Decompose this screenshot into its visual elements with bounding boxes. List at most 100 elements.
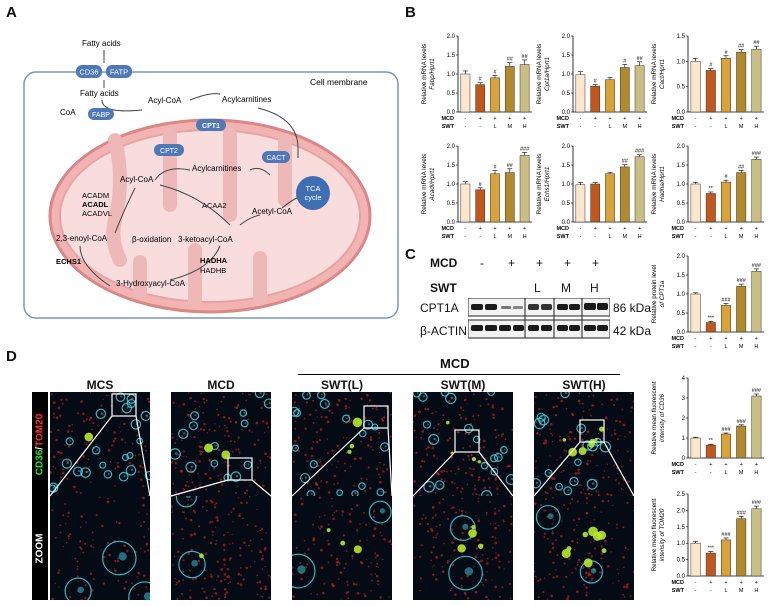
- tom20-signal: [367, 466, 370, 469]
- tom20-signal: [375, 556, 377, 559]
- tom20-signal: [494, 537, 497, 539]
- tom20-signal: [223, 595, 227, 598]
- tom20-signal: [51, 509, 54, 512]
- tom20-signal: [140, 524, 143, 527]
- tom20-signal: [223, 573, 227, 576]
- tom20-signal: [198, 405, 201, 408]
- tom20-signal: [84, 584, 87, 587]
- nucleolus: [558, 485, 561, 488]
- significance-mark: ###: [737, 278, 747, 284]
- panel-letter-d: D: [6, 348, 17, 365]
- tom20-signal: [69, 533, 72, 536]
- tom20-signal: [500, 435, 503, 437]
- tom20-signal: [141, 466, 144, 469]
- tom20-signal: [426, 530, 430, 533]
- tom20-signal: [217, 474, 219, 477]
- tom20-signal: [198, 459, 201, 463]
- tom20-signal: [585, 591, 588, 594]
- tom20-signal: [84, 596, 87, 600]
- tom20-signal: [372, 534, 376, 538]
- tom20-signal: [327, 523, 330, 526]
- tom20-signal: [462, 458, 465, 461]
- tom20-signal: [560, 535, 563, 538]
- y-tick-label: 0: [682, 456, 686, 462]
- tom20-signal: [320, 548, 323, 552]
- nucleolus: [374, 425, 377, 428]
- chart-cact: Relative mRNA levels Cact/Hprt10.00.51.01…: [651, 34, 764, 130]
- tom20-signal: [264, 566, 266, 568]
- tom20-signal: [356, 529, 359, 532]
- micrograph-texture: [413, 496, 513, 600]
- tom20-signal: [492, 416, 495, 420]
- fatp-label: FATP: [110, 68, 128, 77]
- nucleolus: [597, 440, 600, 443]
- tom20-signal: [182, 402, 186, 406]
- tom20-signal: [420, 544, 423, 547]
- tom20-signal: [549, 422, 553, 426]
- tom20-signal: [466, 483, 469, 486]
- tom20-signal: [117, 557, 119, 560]
- tom20-signal: [333, 483, 336, 485]
- tom20-signal: [544, 439, 547, 442]
- tom20-signal: [258, 580, 262, 584]
- tom20-signal: [181, 592, 184, 595]
- significance-mark: ##: [507, 57, 514, 63]
- swt-group-value: M: [739, 234, 744, 240]
- column-title-swt-m: SWT(M): [440, 378, 486, 392]
- tom20-signal: [217, 413, 220, 417]
- tom20-signal: [202, 397, 206, 401]
- tom20-signal: [472, 415, 475, 418]
- nucleolus: [416, 392, 419, 394]
- tom20-signal: [424, 407, 427, 411]
- tom20-signal: [228, 416, 230, 419]
- tom20-signal: [194, 486, 197, 489]
- tom20-signal: [205, 596, 208, 600]
- tom20-signal: [367, 565, 370, 568]
- tom20-signal: [105, 394, 108, 397]
- tom20-signal: [112, 440, 116, 443]
- tom20-signal: [559, 439, 562, 442]
- tom20-signal: [316, 593, 319, 596]
- tom20-signal: [237, 436, 240, 439]
- swt-group-value: -: [710, 588, 712, 594]
- swt-group-value: M: [739, 344, 744, 350]
- tom20-signal: [534, 491, 537, 495]
- tom20-signal: [426, 407, 430, 411]
- tom20-signal: [426, 453, 429, 456]
- tom20-signal: [442, 510, 446, 514]
- tom20-signal: [77, 580, 79, 583]
- tom20-signal: [358, 539, 362, 543]
- nucleus: [190, 411, 200, 421]
- tom20-signal: [576, 541, 579, 544]
- tom20-signal: [337, 399, 341, 402]
- tom20-signal: [143, 535, 146, 538]
- y-tick-label: 2.0: [677, 508, 686, 514]
- tom20-signal: [85, 418, 88, 421]
- bar: [690, 542, 701, 577]
- tom20-signal: [595, 490, 598, 493]
- tom20-signal: [485, 511, 488, 514]
- tom20-signal: [350, 507, 353, 511]
- label-zoom: ZOOM: [34, 533, 46, 563]
- tom20-signal: [142, 520, 146, 524]
- tom20-signal: [204, 552, 208, 555]
- tom20-signal: [59, 531, 62, 534]
- tom20-signal: [80, 515, 84, 518]
- tom20-signal: [418, 522, 422, 526]
- tom20-signal: [331, 584, 335, 588]
- bar: [736, 51, 747, 113]
- tom20-signal: [495, 436, 498, 439]
- tom20-signal: [262, 400, 264, 403]
- tom20-signal: [269, 576, 271, 579]
- bar: [475, 84, 486, 113]
- enoyl-coa-label: 2,3-enoyl-CoA: [56, 234, 108, 243]
- tom20-signal: [465, 594, 467, 596]
- tom20-signal: [586, 487, 590, 491]
- tom20-signal: [89, 416, 93, 420]
- mcd-row-label: MCD: [441, 226, 454, 232]
- tom20-signal: [435, 439, 438, 442]
- cd36-signal: [204, 443, 214, 453]
- tom20-signal: [597, 432, 600, 435]
- tom20-signal: [231, 533, 233, 536]
- tom20-signal: [431, 446, 434, 450]
